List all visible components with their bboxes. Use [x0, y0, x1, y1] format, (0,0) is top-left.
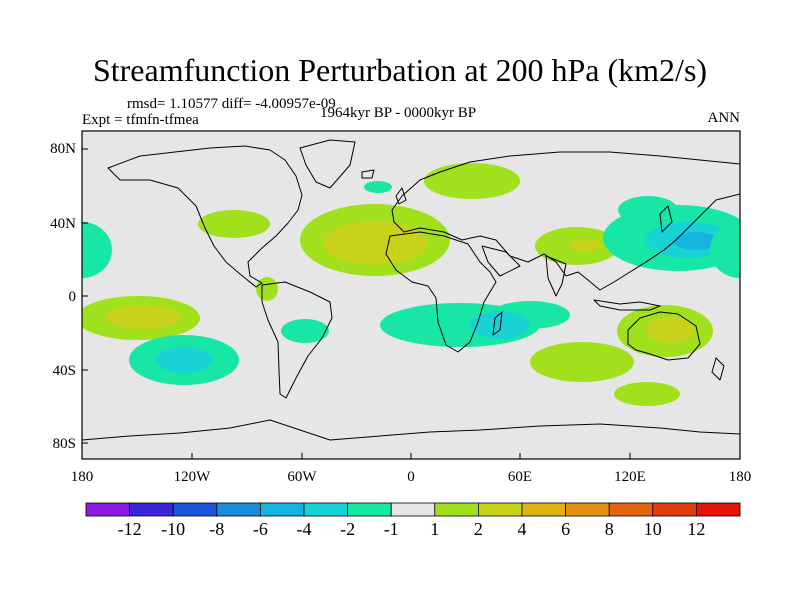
anomaly-blob [424, 163, 520, 199]
colorbar-label: 2 [473, 519, 483, 539]
lat-tick-40s: 40S [52, 363, 76, 379]
colorbar-label: -8 [209, 519, 225, 539]
coastline-eurasia [391, 151, 740, 291]
coastline-australia [627, 311, 701, 361]
colorbar-swatch [172, 502, 218, 517]
colorbar-swatch [129, 502, 174, 517]
colorbar-swatch [565, 502, 610, 517]
anomaly-blob [256, 277, 278, 301]
colorbar-swatch [608, 502, 654, 517]
coastline-iceland [361, 169, 375, 179]
colorbar [85, 502, 741, 517]
anomaly-blob [323, 221, 427, 265]
lon-tick-180w: 180 [70, 469, 94, 485]
lat-tick-80s: 80S [52, 436, 76, 452]
colorbar-label: 1 [430, 519, 440, 539]
anomaly-blob [470, 311, 530, 339]
colorbar-swatch [347, 502, 392, 517]
colorbar-label: 8 [604, 519, 614, 539]
colorbar-label: 10 [643, 519, 662, 539]
coastlines [82, 139, 740, 441]
coastline-north-america [107, 145, 303, 288]
anomaly-blob [569, 238, 601, 252]
coastline-arabia [481, 245, 521, 277]
lat-tick-40n: 40N [50, 216, 76, 232]
map-title: Streamfunction Perturbation at 200 hPa (… [92, 52, 708, 88]
plot-background [82, 131, 740, 459]
coastline-indonesia [593, 299, 661, 311]
colorbar-label: -6 [252, 519, 268, 539]
colorbar-swatch [434, 502, 479, 517]
lat-tick-0: 0 [68, 289, 77, 305]
coastline-india [545, 255, 567, 297]
colorbar-label: -1 [383, 519, 399, 539]
anomaly-fields [82, 163, 740, 406]
lon-tick-120e: 120E [614, 469, 646, 485]
anomaly-blob [281, 319, 329, 343]
lon-tick-60w: 60W [287, 469, 317, 485]
anomaly-blob [156, 347, 212, 373]
colorbar-swatch [390, 502, 436, 517]
coastline-south-america [261, 281, 333, 399]
colorbar-label: 4 [517, 519, 527, 539]
coastline-africa [385, 231, 497, 353]
lon-tick-120w: 120W [173, 469, 211, 485]
coastline-british-isles [395, 187, 407, 205]
anomaly-blob [198, 210, 270, 238]
experiment-label: Expt = tfmfn-tfmea [82, 112, 199, 128]
lon-tick-180e: 180 [728, 469, 752, 485]
colorbar-label: 6 [561, 519, 571, 539]
season-label: ANN [707, 110, 741, 126]
colorbar-label: -10 [161, 519, 186, 539]
anomaly-blob [364, 181, 392, 193]
axis-ticks [82, 148, 631, 459]
statistics-text: rmsd= 1.10577 diff= -4.00957e-09 [127, 96, 336, 112]
coastline-madagascar [492, 311, 503, 336]
anomaly-blob [618, 196, 678, 224]
lon-tick-0: 0 [407, 469, 415, 485]
anomaly-blob [646, 317, 694, 343]
anomaly-blob [530, 342, 634, 382]
colorbar-swatch [259, 502, 305, 517]
colorbar-swatch [477, 502, 523, 517]
anomaly-blob [674, 232, 718, 250]
coastline-japan [659, 205, 673, 233]
anomaly-blob [105, 305, 181, 329]
colorbar-swatch [652, 502, 697, 517]
colorbar-label: -2 [340, 519, 356, 539]
colorbar-swatch [696, 502, 741, 517]
colorbar-label: 12 [687, 519, 706, 539]
colorbar-swatch [216, 502, 261, 517]
colorbar-swatch [521, 502, 566, 517]
lon-tick-60e: 60E [507, 469, 533, 485]
colorbar-swatch [303, 502, 348, 517]
lat-tick-80n: 80N [50, 141, 76, 157]
coastline-new-zealand [711, 357, 725, 381]
colorbar-label: -4 [296, 519, 312, 539]
coastline-antarctica [82, 419, 740, 441]
colorbar-swatch [85, 502, 130, 517]
anomaly-blob [82, 222, 112, 278]
anomaly-blob [614, 382, 680, 406]
anomaly-blob [710, 222, 740, 278]
period-label: 1964kyr BP - 0000kyr BP [320, 105, 477, 121]
colorbar-label: -12 [117, 519, 142, 539]
coastline-greenland [299, 139, 356, 189]
